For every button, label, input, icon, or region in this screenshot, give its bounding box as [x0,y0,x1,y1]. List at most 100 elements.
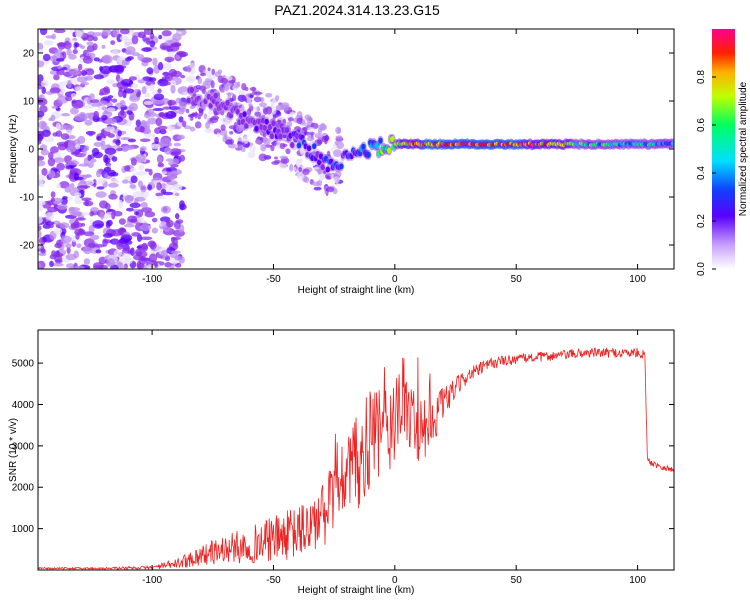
heatmap-noise-blob [127,138,136,143]
heatmap-noise-blob [234,144,238,149]
heatmap-noise-blob [174,192,180,197]
heatmap-noise-blob [227,92,231,100]
heatmap-noise-blob [148,77,157,82]
heatmap-noise-blob [101,44,106,49]
heatmap-noise-blob [47,206,59,213]
spectrogram-x-tick-label: 50 [511,274,523,285]
heatmap-noise-blob [155,192,164,197]
heatmap-noise-blob [38,74,44,83]
heatmap-noise-blob [198,85,207,91]
heatmap-noise-blob [168,68,177,77]
heatmap-noise-blob [228,79,236,84]
heatmap-noise-blob [316,180,323,187]
heatmap-noise-blob [206,114,210,121]
heatmap-noise-blob [124,223,135,228]
heatmap-noise-blob [103,166,111,172]
heatmap-noise-blob [130,219,139,223]
heatmap-noise-blob [61,67,68,71]
heatmap-noise-blob [84,199,89,207]
heatmap-noise-blob [285,148,291,155]
heatmap-noise-blob [111,156,118,162]
heatmap-noise-blob [66,246,71,254]
snr-y-tick-label: 5000 [12,359,35,370]
heatmap-noise-blob [85,179,95,186]
heatmap-noise-blob [161,171,168,175]
heatmap-noise-blob [68,207,81,212]
heatmap-noise-blob [332,144,337,150]
heatmap-noise-blob [165,219,174,228]
heatmap-noise-blob [140,184,147,193]
heatmap-noise-blob [270,144,275,152]
heatmap-noise-blob [144,168,150,172]
heatmap-noise-blob [96,186,105,190]
heatmap-noise-blob [89,93,95,101]
heatmap-noise-blob [144,92,150,98]
snr-panel: -100 -50 0 50 100 1000 2000 3000 4000 5000 Heigh… [8,329,675,596]
heatmap-noise-blob [156,182,162,191]
heatmap-noise-blob [137,79,146,84]
heatmap-noise-blob [307,127,315,132]
heatmap-noise-blob [302,168,310,175]
heatmap-noise-blob [126,56,134,60]
heatmap-noise-blob [246,108,252,116]
heatmap-noise-blob [52,200,61,205]
heatmap-noise-blob [112,83,118,88]
heatmap-noise-blob [247,151,256,159]
heatmap-noise-blob [56,204,68,210]
heatmap-noise-blob [337,127,342,134]
heatmap-noise-blob [53,252,64,258]
heatmap-noise-blob [146,67,154,75]
heatmap-noise-blob [98,92,104,96]
snr-x-tick-label: 100 [629,575,646,586]
heatmap-noise-blob [330,173,334,179]
heatmap-noise-blob [119,35,129,41]
heatmap-noise-blob [120,234,133,242]
heatmap-noise-blob [167,99,177,106]
heatmap-noise-blob [191,112,196,117]
heatmap-noise-blob [104,203,111,210]
heatmap-noise-blob [148,253,158,263]
snr-y-tick-label: 4000 [12,400,35,411]
heatmap-noise-blob [172,33,182,42]
heatmap-noise-blob [75,217,86,221]
heatmap-noise-blob [186,75,196,83]
heatmap-noise-blob [93,110,100,119]
heatmap-noise-blob [75,144,81,150]
heatmap-noise-blob [335,135,343,139]
heatmap-noise-blob [61,113,71,117]
heatmap-noise-blob [289,163,294,172]
heatmap-noise-blob [63,40,72,50]
heatmap-noise-blob [38,229,42,239]
heatmap-noise-blob [87,160,94,169]
heatmap-noise-blob [139,138,151,142]
snr-frame [37,329,675,571]
heatmap-noise-blob [51,105,59,110]
colorbar-tick-label: 0.0 [696,262,707,276]
heatmap-noise-blob [99,211,105,220]
spectrogram-y-tick-label: -10 [20,193,35,204]
heatmap-noise-blob [80,82,90,86]
heatmap-noise-blob [75,86,83,92]
heatmap-noise-blob [68,196,74,200]
heatmap-noise-blob [330,147,335,152]
heatmap-noise-blob [299,158,304,162]
heatmap-ridge-core [213,92,218,99]
heatmap-noise-blob [92,32,104,37]
heatmap-noise-blob [333,149,342,158]
heatmap-noise-blob [287,117,294,122]
figure-title: PAZ1.2024.314.13.23.G15 [274,2,440,18]
heatmap-noise-blob [53,74,60,81]
spectrogram-heatmap [38,29,674,269]
heatmap-noise-blob [162,191,174,196]
heatmap-noise-blob [175,97,182,104]
heatmap-ridge-core [670,141,674,146]
heatmap-noise-blob [253,91,263,95]
heatmap-noise-blob [44,40,54,46]
heatmap-noise-blob [88,242,96,249]
heatmap-noise-blob [243,136,249,145]
snr-y-ticks: 1000 2000 3000 4000 5000 [12,359,674,535]
snr-x-tick-label: -100 [142,575,162,586]
heatmap-noise-blob [159,129,167,135]
heatmap-noise-blob [79,111,86,119]
